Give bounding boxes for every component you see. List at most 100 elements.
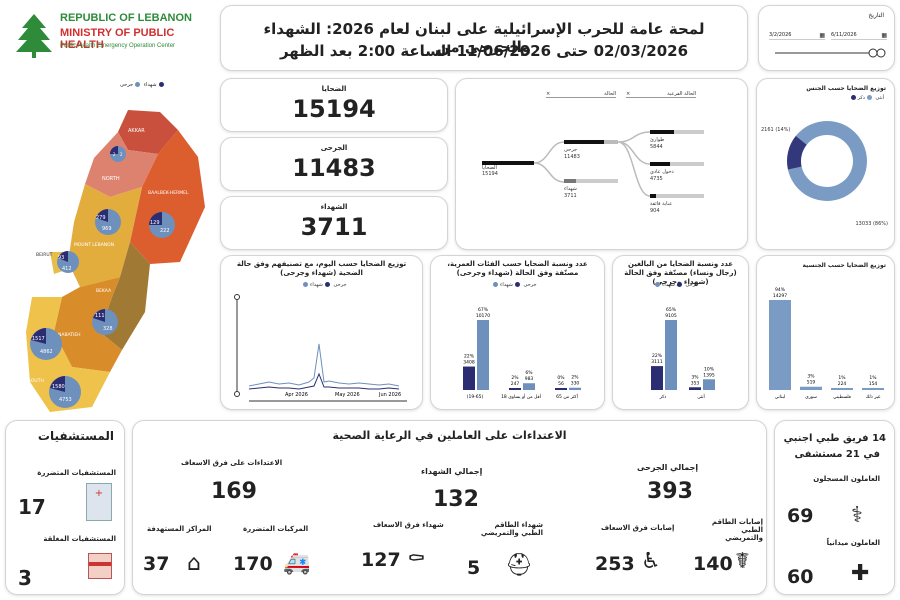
tree-filter-status[interactable]: × الحالة	[546, 91, 616, 98]
bar-جرحى	[569, 387, 581, 390]
kpi-injured-value: 11483	[292, 154, 376, 182]
bar-category-label: (19-65)	[467, 394, 484, 400]
map-label-mount-lebanon: MOUNT LEBANON	[74, 242, 114, 248]
kpi-killed-value: 3711	[300, 213, 368, 241]
bar-category-label: أقل من أو يساوي 18	[501, 393, 541, 400]
date-end-input[interactable]: 6/11/2026 ▦	[831, 32, 887, 40]
ministry-name-1: REPUBLIC OF LEBANON	[60, 12, 192, 24]
bar-pct-label: 0%	[557, 375, 565, 381]
map-legend-killed: شهداء	[143, 82, 157, 88]
bar-category-label: أكثر من 65	[556, 393, 578, 400]
pie-beirut: 93 412	[57, 251, 79, 273]
injured-rescuer-icon: ♿	[641, 549, 661, 574]
hw-rescue-injured-label: إصابات فرق الاسعاف	[601, 524, 675, 532]
svg-text:1580: 1580	[52, 384, 65, 390]
hospital-closed-icon	[88, 553, 112, 579]
cedar-icon	[16, 14, 52, 58]
date-start-input[interactable]: 3/2/2026 ▦	[769, 32, 825, 40]
svg-text:Jun 2026: Jun 2026	[378, 392, 401, 398]
hw-staff-injured-label: إصابات الطاقم الطبي والتمريضي	[711, 518, 763, 542]
bar-value-label: 353	[691, 380, 700, 386]
bar-pct-label: 22%	[652, 353, 663, 359]
date-label: التاريخ	[868, 12, 884, 19]
kpi-injured: الجرحى 11483	[220, 137, 448, 191]
bar-value-label: 9105	[665, 313, 677, 319]
bar-category-label: أنثى	[697, 393, 705, 400]
nationality-bar	[862, 388, 884, 390]
region-south	[26, 297, 110, 412]
map-label-akkar: AKKAR	[128, 128, 145, 134]
nationality-chart-card: توزيع الضحايا حسب الجنسية 94% 14297 لبناني…	[756, 255, 895, 410]
hw-vehicles-label: المركبات المتضررة	[243, 525, 309, 533]
kpi-injured-label: الجرحى	[320, 144, 348, 152]
close-icon[interactable]: ×	[626, 91, 631, 97]
tree-killed-label: شهداء	[564, 186, 577, 192]
foreign-teams-line1: 14 فريق طبي اجنبي	[783, 433, 886, 444]
tree-injured-label: جرحى	[564, 147, 578, 153]
tree-injured-bar[interactable]	[564, 140, 604, 144]
nationality-pct: 1%	[838, 375, 846, 381]
nationality-category: فلسطيني	[833, 395, 851, 400]
tree-sub1-bar[interactable]	[650, 130, 674, 134]
date-range-slider[interactable]	[769, 46, 887, 60]
nationality-bar	[831, 388, 853, 390]
bar-pct-label: 6%	[525, 370, 533, 376]
field-worker-icon: ✚	[851, 561, 870, 586]
close-icon[interactable]: ×	[546, 91, 551, 97]
health-workers-title: الاعتداءات على العاملين في الرعاية الصحي…	[332, 429, 567, 442]
donut-slice-0	[787, 121, 867, 201]
kpi-killed-label: الشهداء	[320, 203, 348, 211]
nationality-bar	[769, 300, 791, 390]
ambulance-icon: 🚑	[283, 551, 311, 576]
hospitals-closed-label: المستشفيات المغلقة	[43, 535, 116, 543]
bar-جرحى	[477, 320, 489, 390]
tree-sub2-bar[interactable]	[650, 162, 670, 166]
bar-جرحى	[665, 320, 677, 390]
hospitals-closed-value: 3	[18, 566, 32, 590]
svg-text:328: 328	[103, 326, 113, 332]
nationality-category: غير ذلك	[866, 395, 881, 400]
nationality-category: سوري	[805, 395, 817, 400]
bar-pct-label: 2%	[511, 375, 519, 381]
tree-killed-value: 3711	[564, 193, 577, 199]
bar-شهداء	[651, 366, 663, 390]
tree-filter-substatus[interactable]: × الحالة الفرعية	[626, 91, 696, 98]
nationality-value: 519	[807, 380, 816, 386]
region-baalbek-hermel	[130, 130, 205, 264]
svg-text:279: 279	[96, 215, 106, 221]
bar-value-label: 983	[525, 376, 534, 382]
hw-total-injured-value: 393	[647, 479, 693, 504]
tree-sub3-bar[interactable]	[650, 194, 656, 198]
bar-pct-label: 2%	[571, 375, 579, 381]
daily-legend-injured: جرحى	[333, 282, 347, 288]
tree-injured-value: 11483	[564, 154, 580, 160]
calendar-icon[interactable]: ▦	[819, 32, 825, 39]
nationality-chart-title: توزيع الضحايا حسب الجنسية	[802, 262, 886, 269]
gender-label-male: 13033 (86%)	[855, 221, 888, 227]
damaged-building-icon: ⌂	[187, 551, 201, 576]
region-akkar	[118, 110, 178, 154]
map-label-nabatieh: NABATIEH	[58, 332, 81, 338]
svg-text:969: 969	[102, 226, 112, 232]
decomposition-tree[interactable]: × الحالة × الحالة الفرعية الضحايا 15194 جر…	[455, 78, 748, 250]
region-nabatieh	[54, 277, 122, 372]
tree-root-bar[interactable]	[482, 161, 534, 165]
nationality-value: 154	[869, 381, 878, 387]
bar-value-label: 56	[558, 381, 564, 387]
registered-label: العاملون المسجلون	[813, 475, 880, 483]
bar-جرحى	[703, 379, 715, 390]
tree-killed-bar[interactable]	[564, 179, 576, 183]
calendar-icon[interactable]: ▦	[881, 32, 887, 39]
date-filter-card[interactable]: التاريخ 3/2/2026 ▦ 6/11/2026 ▦	[758, 5, 895, 71]
kpi-casualties: الضحايا 15194	[220, 78, 448, 132]
hw-rescue-killed-value: 127	[361, 549, 401, 571]
hw-staff-killed-label: شهداء الطاقم الطبي والتمريضي	[480, 521, 543, 537]
hospital-building-icon: +	[86, 483, 112, 521]
nationality-value: 224	[838, 381, 847, 387]
gender-label-female: 2161 (14%)	[761, 127, 791, 133]
map-label-baalbek: BAALBEK-HERMEL	[148, 190, 189, 196]
kpi-killed: الشهداء 3711	[220, 196, 448, 250]
tree-root-value: 15194	[482, 171, 498, 177]
